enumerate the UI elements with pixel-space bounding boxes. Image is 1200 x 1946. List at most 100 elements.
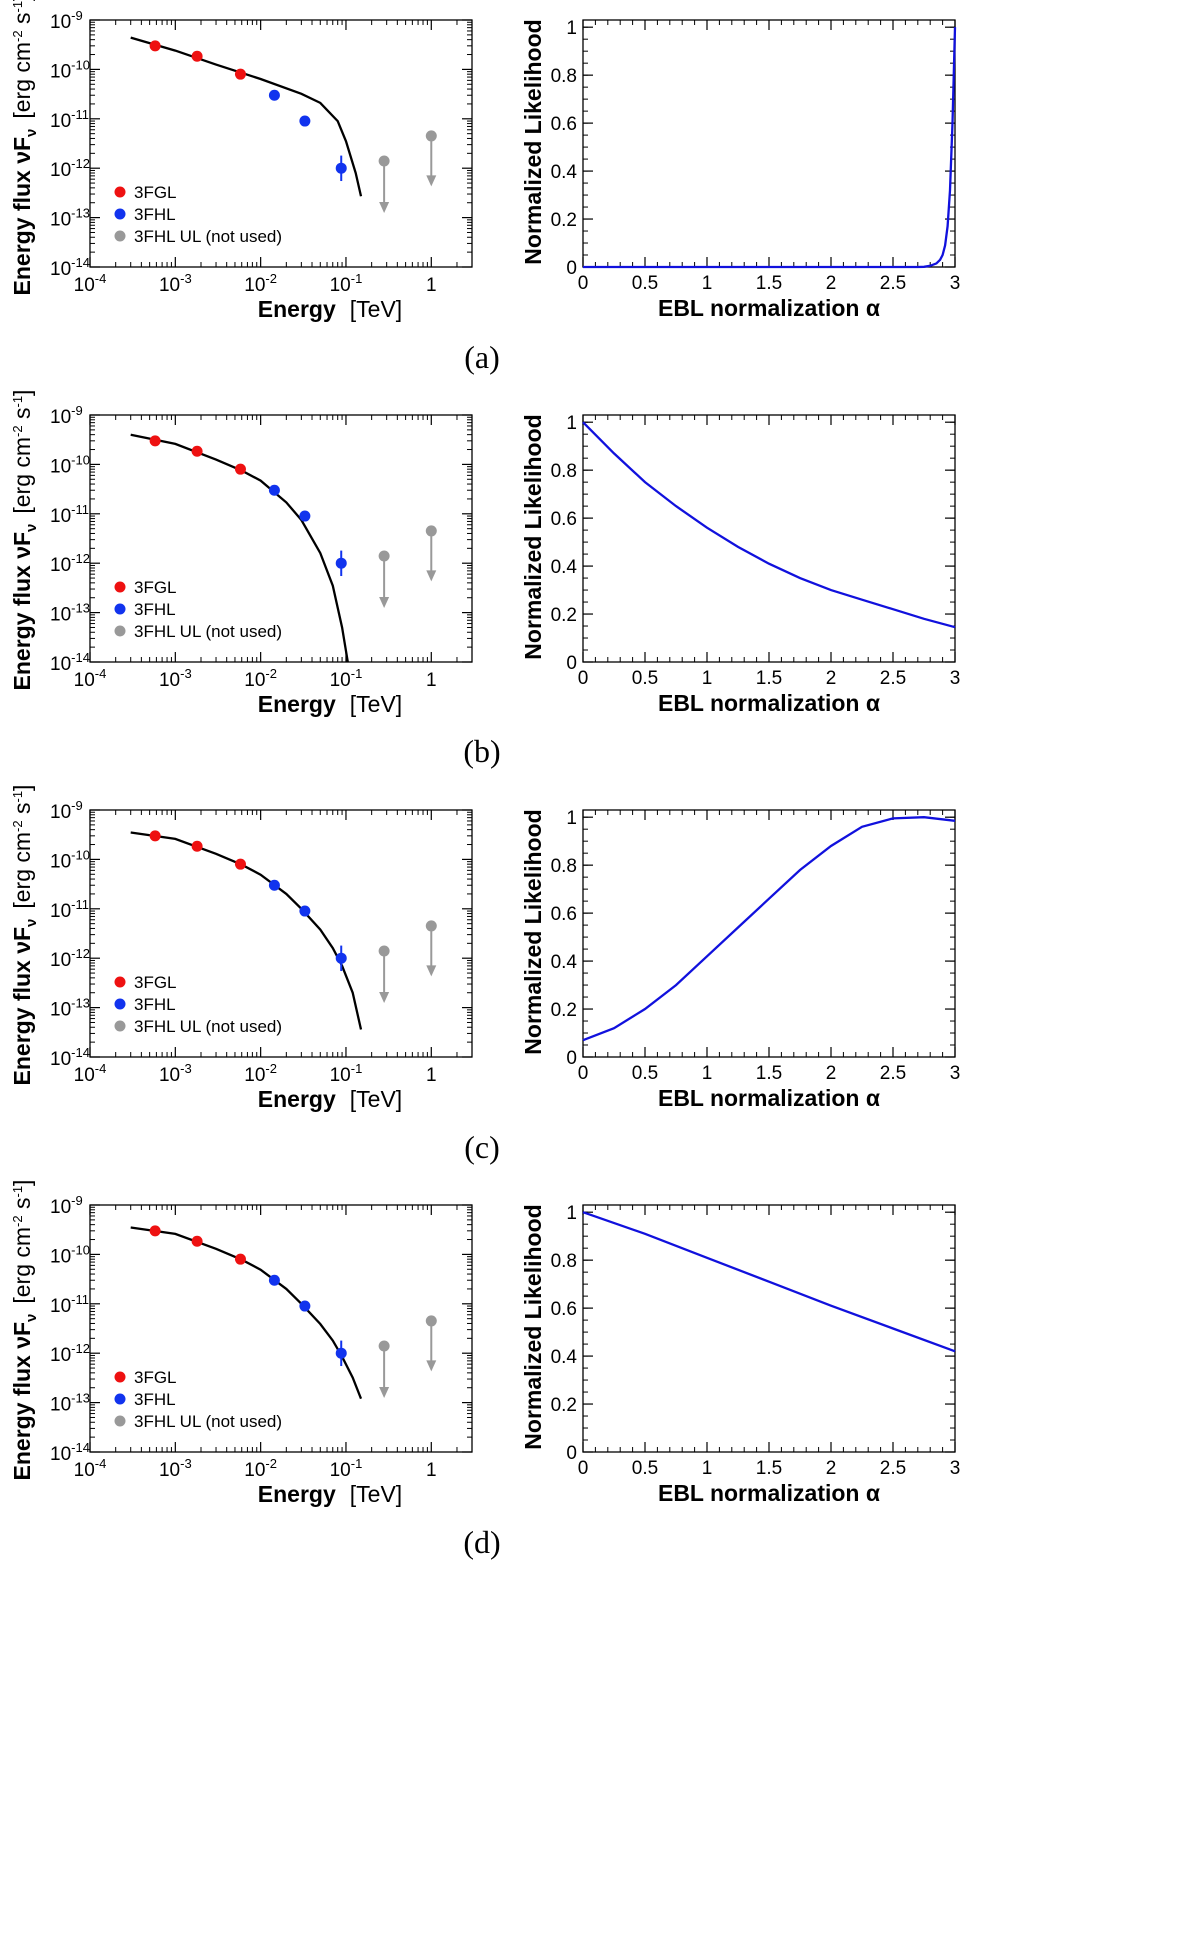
panel-caption: (b): [463, 733, 500, 769]
y-unit-exp: -1: [10, 1, 25, 13]
x-tick-label: 2.5: [880, 1458, 906, 1479]
x-axis-unit: [TeV]: [350, 1481, 402, 1507]
model-curve: [130, 1226, 363, 1400]
y-tick-exponent: -11: [71, 1292, 89, 1307]
y-tick-label: 10-9: [50, 798, 83, 823]
y-tick-label: 0: [566, 1048, 577, 1069]
ul-arrow-head: [426, 570, 437, 582]
x-tick-base: 1: [426, 1065, 437, 1086]
y-tick-exponent: -12: [71, 551, 90, 566]
x-axis-title: EBL normalization α: [658, 1085, 880, 1111]
x-tick-exponent: -2: [265, 1061, 277, 1076]
y-unit-bracket: ]: [9, 785, 35, 791]
legend-label: 3FGL: [134, 183, 177, 202]
y-tick-label: 10-11: [50, 107, 89, 132]
x-tick-exponent: -3: [180, 666, 192, 681]
legend-marker: [114, 1020, 126, 1032]
ul-point: [378, 155, 390, 167]
x-tick-label: 3: [950, 273, 961, 294]
x-tick-label: 10-2: [244, 1061, 277, 1086]
legend-label: 3FHL: [134, 1390, 176, 1409]
ul-arrow-head: [426, 965, 437, 977]
y-unit-s: s: [9, 407, 35, 425]
y-unit-exp: -2: [10, 820, 25, 832]
legend-marker: [114, 1371, 126, 1383]
x-tick-label: 0: [578, 273, 589, 294]
sed-plot-d-left: 10-4 10-3 10-2 10-1 110-1410-1310-1210-1110-…: [9, 1180, 473, 1507]
x-tick-label: 2.5: [880, 273, 906, 294]
y-axis-label: Energy flux νF: [9, 137, 35, 295]
3fhl-point: [268, 879, 280, 891]
x-tick-base: 10: [74, 1460, 95, 1481]
3fgl-point: [149, 830, 161, 842]
y-tick-base: 10: [50, 61, 71, 82]
x-tick-label: 1.5: [756, 273, 782, 294]
x-tick-label: 3: [950, 668, 961, 689]
y-unit-exp: -2: [10, 30, 25, 42]
y-axis-title: Normalized Likelihood: [520, 19, 546, 264]
y-axis-label-sub: ν: [23, 919, 40, 927]
y-tick-exponent: -10: [71, 452, 90, 467]
legend-marker: [114, 208, 126, 220]
x-tick-base: 10: [244, 1460, 265, 1481]
y-axis-title: Energy flux νFν [erg cm-2 s-1]: [9, 0, 40, 295]
y-unit-bracket: ]: [9, 1180, 35, 1186]
y-tick-base: 10: [50, 160, 71, 181]
y-tick-label: 0: [566, 653, 577, 674]
3fhl-point: [268, 89, 280, 101]
x-tick-base: 10: [330, 1065, 351, 1086]
x-tick-label: 2: [826, 1458, 837, 1479]
legend-marker: [114, 581, 126, 593]
x-tick-label: 10-3: [159, 666, 192, 691]
x-tick-label: 1: [426, 670, 437, 691]
model-curve: [130, 36, 363, 197]
x-tick-label: 0: [578, 1063, 589, 1084]
y-tick-exponent: -10: [71, 1242, 90, 1257]
y-tick-exponent: -9: [71, 798, 83, 813]
y-tick-exponent: -9: [71, 8, 83, 23]
x-axis-title: Energy [TeV]: [258, 1481, 402, 1507]
sed-plot-a-left: 10-4 10-3 10-2 10-1 110-1410-1310-1210-1110-…: [9, 0, 473, 322]
3fhl-point: [299, 510, 311, 522]
x-tick-label: 1.5: [756, 668, 782, 689]
y-tick-base: 10: [50, 605, 71, 626]
x-tick-label: 10-2: [244, 666, 277, 691]
legend-label: 3FHL UL (not used): [134, 227, 282, 246]
x-tick-label: 1.5: [756, 1458, 782, 1479]
y-tick-label: 10-14: [50, 1045, 90, 1070]
plot-frame: [582, 19, 956, 268]
x-tick-base: 1: [426, 670, 437, 691]
x-tick-base: 10: [159, 275, 180, 296]
y-unit-bracket: ]: [9, 0, 35, 1]
y-tick-label: 0.6: [551, 904, 577, 925]
y-axis-title: Energy flux νFν [erg cm-2 s-1]: [9, 390, 40, 691]
sed-plot-b-left: 10-4 10-3 10-2 10-1 110-1410-1310-1210-1110-…: [9, 390, 473, 717]
y-tick-base: 10: [50, 407, 71, 428]
3fhl-point: [268, 484, 280, 496]
3fgl-point: [149, 435, 161, 447]
y-tick-label: 10-9: [50, 403, 83, 428]
x-axis-unit: [TeV]: [350, 691, 402, 717]
y-tick-exponent: -12: [71, 1341, 90, 1356]
panel-caption: (a): [464, 339, 500, 375]
ul-point: [425, 920, 437, 932]
x-tick-label: 2: [826, 1063, 837, 1084]
x-tick-exponent: -4: [95, 1456, 107, 1471]
y-tick-base: 10: [50, 1197, 71, 1218]
3fgl-point: [234, 858, 246, 870]
y-unit-exp: -1: [10, 396, 25, 408]
y-tick-label: 1: [566, 808, 577, 829]
y-tick-exponent: -11: [71, 897, 89, 912]
y-tick-label: 10-11: [50, 1292, 89, 1317]
y-tick-exponent: -13: [71, 206, 90, 221]
y-axis-title: Normalized Likelihood: [520, 414, 546, 659]
x-tick-label: 10-2: [244, 271, 277, 296]
x-tick-exponent: -2: [265, 1456, 277, 1471]
legend-label: 3FHL: [134, 600, 176, 619]
y-tick-base: 10: [50, 456, 71, 477]
x-tick-base: 10: [159, 1460, 180, 1481]
y-tick-base: 10: [50, 654, 71, 675]
x-axis-title: EBL normalization α: [658, 295, 880, 321]
3fhl-point: [299, 905, 311, 917]
y-tick-base: 10: [50, 851, 71, 872]
